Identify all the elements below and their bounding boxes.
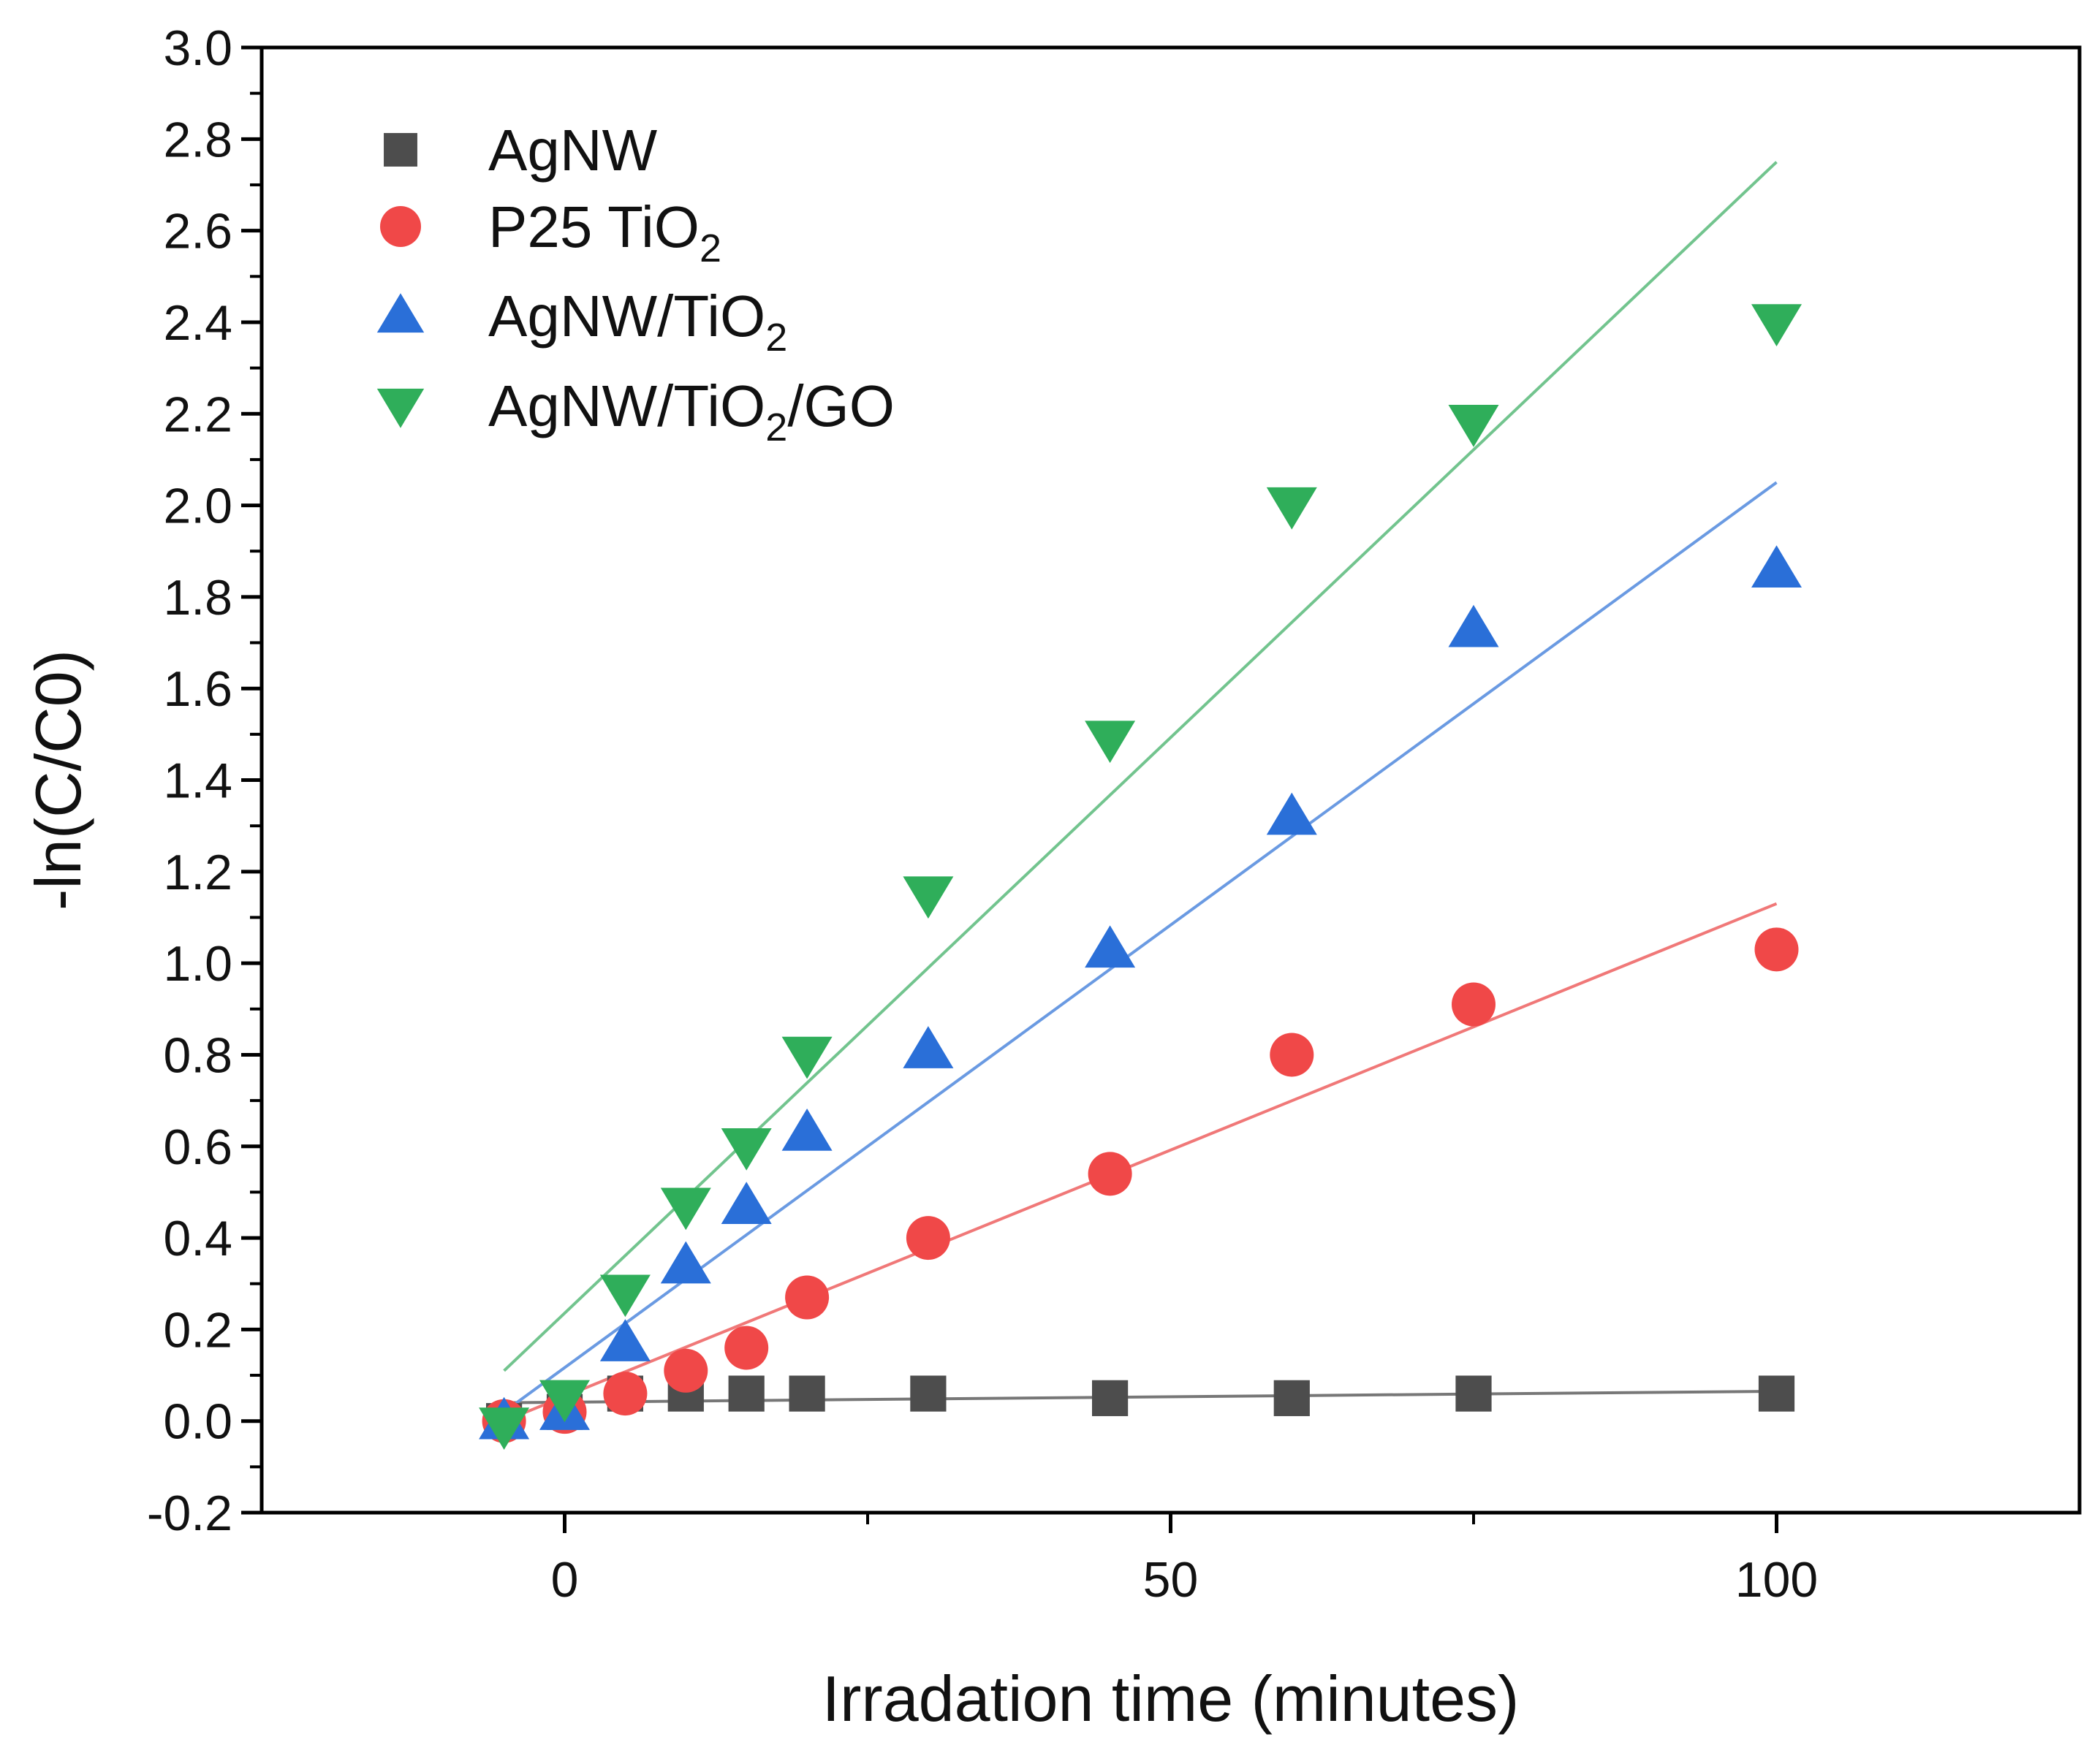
y-tick-label: 2.0 <box>163 479 232 534</box>
data-point-series-3 <box>479 1407 530 1450</box>
y-tick-label: 0.6 <box>163 1119 232 1175</box>
data-point-series-3 <box>721 1128 772 1171</box>
fit-lines <box>503 161 1778 1423</box>
legend-marker-series-3 <box>376 388 425 428</box>
data-point-series-1 <box>724 1326 769 1370</box>
legend-marker-series-2 <box>376 293 425 333</box>
data-point-series-2 <box>1085 925 1136 968</box>
data-point-series-2 <box>660 1241 711 1284</box>
data-point-series-3 <box>781 1036 833 1079</box>
legend: AgNW P25 TiO2 AgNW/TiO2 AgNW/TiO2/GO <box>376 118 895 449</box>
x-axis-title: Irradation time (minutes) <box>822 1662 1520 1735</box>
y-tick-label: 1.6 <box>163 661 232 717</box>
data-point-series-2 <box>1266 792 1317 835</box>
data-point-series-2 <box>721 1182 772 1224</box>
data-point-series-1 <box>603 1372 648 1416</box>
x-axis: 0 50 100 <box>551 1513 1818 1608</box>
data-point-series-2 <box>1448 604 1499 647</box>
data-point-series-1 <box>1088 1152 1132 1196</box>
data-point-series-3 <box>1448 405 1499 447</box>
y-tick-label: 0.4 <box>163 1211 232 1266</box>
data-point-series-3 <box>1751 304 1802 346</box>
data-point-series-1 <box>1452 982 1496 1027</box>
y-tick-label: 0.8 <box>163 1027 232 1083</box>
data-point-series-0 <box>789 1375 825 1412</box>
data-point-series-0 <box>1455 1375 1492 1412</box>
data-point-series-1 <box>1754 927 1799 972</box>
y-tick-label: 0.2 <box>163 1302 232 1358</box>
data-point-series-0 <box>1758 1375 1795 1412</box>
y-tick-label: 3.0 <box>163 20 232 76</box>
data-point-series-3 <box>1266 487 1317 530</box>
data-point-series-3 <box>599 1274 651 1318</box>
y-axis-title: -ln(C/C0) <box>22 650 94 910</box>
y-tick-label: 1.8 <box>163 570 232 626</box>
data-point-series-0 <box>1092 1380 1129 1416</box>
x-tick-label: 100 <box>1735 1552 1818 1608</box>
data-point-series-3 <box>660 1187 711 1231</box>
data-point-series-0 <box>1273 1380 1310 1416</box>
fit-line-series-2 <box>503 481 1778 1413</box>
data-point-series-3 <box>1085 721 1136 764</box>
data-point-series-1 <box>664 1348 708 1393</box>
y-axis: -0.2 0.0 0.2 0.4 0.6 0.8 1.0 1.2 1.4 1.6 1.8 2.0 2.2… <box>147 20 262 1541</box>
y-tick-label: 1.0 <box>163 936 232 992</box>
legend-marker-series-0 <box>384 133 417 167</box>
data-point-series-0 <box>728 1375 765 1412</box>
data-point-series-2 <box>903 1026 954 1068</box>
y-tick-label: 2.2 <box>163 387 232 442</box>
data-point-series-1 <box>785 1275 830 1320</box>
data-markers <box>479 304 1802 1450</box>
y-tick-label: 2.4 <box>163 295 232 351</box>
data-point-series-1 <box>906 1216 950 1261</box>
y-tick-label: -0.2 <box>147 1486 232 1541</box>
legend-label: P25 TiO2 <box>488 194 721 270</box>
fit-line-series-0 <box>504 1389 1777 1404</box>
x-tick-label: 0 <box>551 1552 579 1608</box>
legend-label: AgNW <box>488 118 658 183</box>
data-point-series-0 <box>910 1375 947 1412</box>
data-point-series-2 <box>1751 545 1802 588</box>
fit-line-series-3 <box>503 161 1778 1372</box>
data-point-series-2 <box>781 1108 833 1151</box>
y-tick-label: 2.8 <box>163 112 232 167</box>
data-point-series-2 <box>599 1319 651 1361</box>
data-point-series-3 <box>903 876 954 919</box>
data-point-series-3 <box>539 1380 590 1423</box>
y-tick-label: 0.0 <box>163 1394 232 1450</box>
legend-marker-series-1 <box>380 206 421 247</box>
fit-line-series-1 <box>503 902 1778 1423</box>
legend-label: AgNW/TiO2 <box>488 284 787 360</box>
legend-label: AgNW/TiO2/GO <box>488 373 895 449</box>
plot-frame <box>259 45 2082 1515</box>
y-tick-label: 1.4 <box>163 753 232 809</box>
y-tick-label: 2.6 <box>163 204 232 259</box>
data-point-series-1 <box>1270 1033 1314 1077</box>
x-tick-label: 50 <box>1143 1552 1199 1608</box>
y-tick-label: 1.2 <box>163 845 232 900</box>
